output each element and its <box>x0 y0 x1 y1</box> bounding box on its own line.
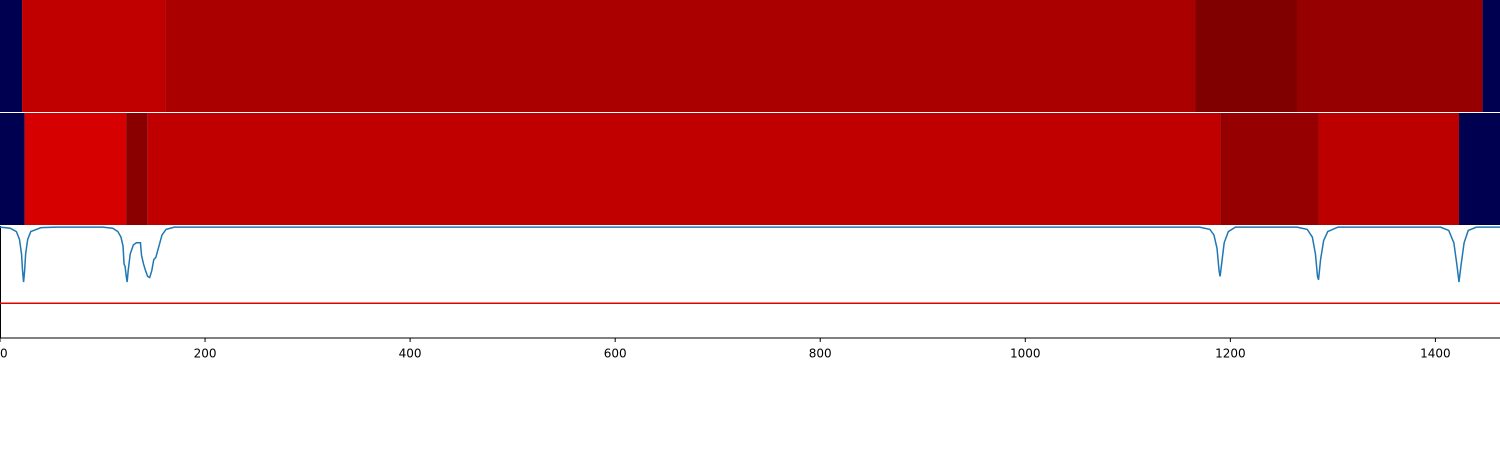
band-segment <box>24 113 127 225</box>
band-segment <box>147 113 1221 225</box>
band-segment <box>0 0 23 112</box>
band-segment <box>165 0 1196 112</box>
band-segment <box>1482 0 1500 112</box>
x-tick-label: 200 <box>194 347 217 361</box>
band-segment <box>1458 113 1500 225</box>
x-tick-label: 600 <box>604 347 627 361</box>
line-series <box>0 226 1500 283</box>
x-tick-label: 1400 <box>1420 347 1451 361</box>
band-segment <box>1296 0 1483 112</box>
band-segment <box>1220 113 1319 225</box>
band-segment <box>1318 113 1459 225</box>
x-tick-label: 400 <box>399 347 422 361</box>
band-segment <box>1195 0 1297 112</box>
band-segment <box>126 113 148 225</box>
x-tick-label: 0 <box>0 347 8 361</box>
band-segment <box>0 113 25 225</box>
x-tick-label: 800 <box>809 347 832 361</box>
band-segment <box>22 0 166 112</box>
x-tick-label: 1000 <box>1010 347 1041 361</box>
x-tick-label: 1200 <box>1215 347 1246 361</box>
